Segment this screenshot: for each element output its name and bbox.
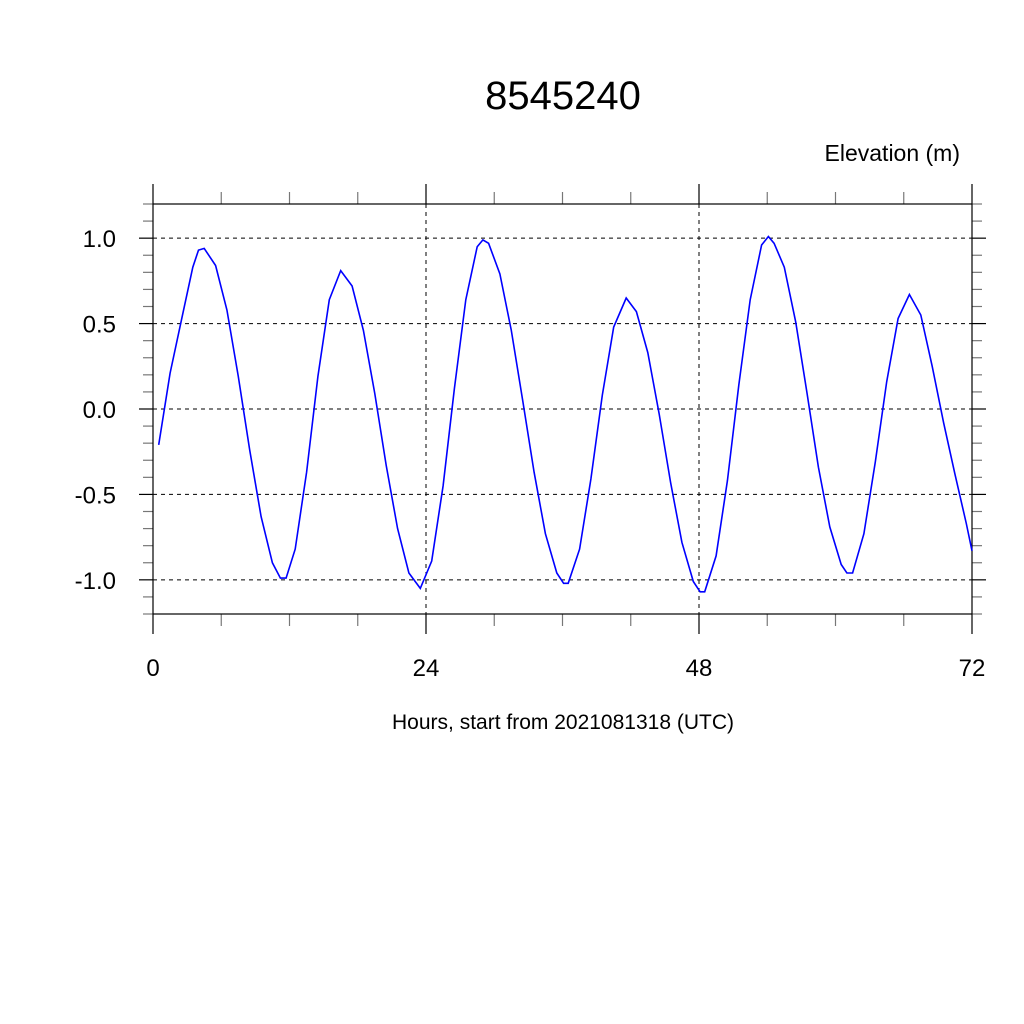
y-tick-label: 0.5: [83, 312, 116, 339]
series-line: [157, 235, 973, 593]
y-tick-label: 1.0: [83, 226, 116, 253]
y-tick-label: -0.5: [75, 482, 116, 509]
plot-frame: [152, 203, 973, 615]
y-tick-label: 0.0: [83, 397, 116, 424]
x-tick-label: 24: [413, 655, 440, 682]
x-tick-label: 0: [146, 655, 159, 682]
x-axis-label: Hours, start from 2021081318 (UTC): [392, 711, 734, 734]
x-tick-label: 72: [959, 655, 986, 682]
y-tick-label: -1.0: [75, 568, 116, 595]
chart-title: 8545240: [485, 74, 641, 118]
y-axis-label: Elevation (m): [825, 140, 960, 166]
x-tick-label: 48: [686, 655, 713, 682]
